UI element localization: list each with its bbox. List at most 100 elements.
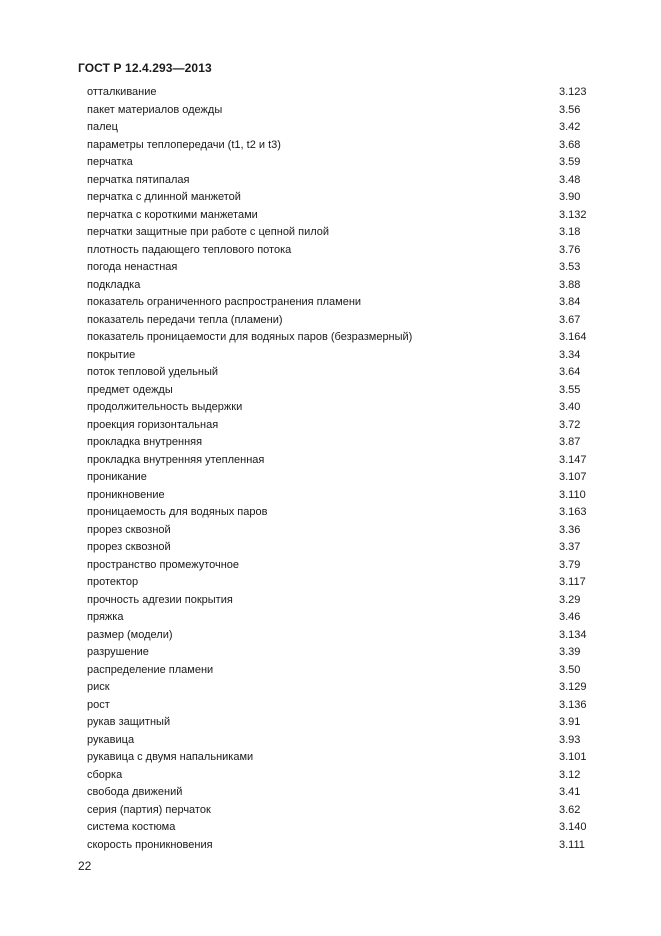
entry-reference: 3.147: [559, 453, 587, 466]
entry-term: проекция горизонтальная: [87, 418, 219, 431]
index-entry: система костюма 3.140: [87, 820, 607, 838]
index-entry: прорез сквозной 3.36: [87, 523, 607, 541]
entry-reference: 3.91: [559, 716, 581, 728]
entry-reference: 3.87: [559, 436, 581, 448]
entry-reference: 3.67: [559, 313, 581, 326]
index-entry: проникновение 3.110: [87, 488, 607, 506]
index-entry: прочность адгезии покрытия 3.29: [87, 593, 607, 611]
entry-reference: 3.88: [559, 278, 581, 291]
entry-reference: 3.79: [559, 558, 581, 571]
entry-term: сборка: [87, 768, 123, 781]
entry-reference: 3.42: [559, 121, 581, 133]
entry-reference: 3.56: [559, 103, 581, 116]
index-entry: поток тепловой удельный 3.64: [87, 365, 607, 383]
entry-term: плотность падающего теплового потока: [87, 243, 292, 256]
index-entry: разрушение 3.39: [87, 645, 607, 663]
entry-term: палец: [87, 121, 118, 133]
index-entry: перчатка с короткими манжетами 3.132: [87, 208, 607, 226]
entry-reference: 3.36: [559, 523, 581, 536]
entry-reference: 3.136: [559, 698, 587, 711]
entry-reference: 3.34: [559, 348, 581, 361]
entry-reference: 3.140: [559, 821, 587, 833]
index-entry: подкладка 3.88: [87, 278, 607, 296]
entry-term: пряжка: [87, 611, 124, 623]
entry-reference: 3.39: [559, 646, 581, 658]
entry-reference: 3.129: [559, 681, 587, 693]
index-entry: перчатка 3.59: [87, 155, 607, 173]
entry-term: проникание: [87, 471, 147, 483]
index-entry: покрытие 3.34: [87, 348, 607, 366]
entry-reference: 3.53: [559, 261, 581, 273]
index-entry: продолжительность выдержки 3.40: [87, 400, 607, 418]
index-entry: показатель передачи тепла (пламени) 3.67: [87, 313, 607, 331]
index-entry: проникание 3.107: [87, 470, 607, 488]
index-entry: прокладка внутренняя 3.87: [87, 435, 607, 453]
entry-reference: 3.101: [559, 751, 587, 763]
index-entry: проекция горизонтальная 3.72: [87, 418, 607, 436]
index-entry: показатель проницаемости для водяных пар…: [87, 330, 607, 348]
entry-term: размер (модели): [87, 628, 173, 641]
entry-term: перчатки защитные при работе с цепной пи…: [87, 226, 330, 238]
entry-term: прорез сквозной: [87, 523, 171, 536]
index-entry: протектор 3.117: [87, 575, 607, 593]
entry-reference: 3.107: [559, 471, 587, 483]
entry-reference: 3.164: [559, 331, 587, 343]
entry-reference: 3.50: [559, 663, 581, 676]
entry-term: погода ненастная: [87, 261, 178, 273]
index-entry: пряжка 3.46: [87, 610, 607, 628]
entry-term: прокладка внутренняя: [87, 436, 203, 448]
index-entry: риск 3.129: [87, 680, 607, 698]
index-entry: размер (модели) 3.134: [87, 628, 607, 646]
index-entry: плотность падающего теплового потока 3.76: [87, 243, 607, 261]
index-entry: серия (партия) перчаток 3.62: [87, 803, 607, 821]
entry-term: протектор: [87, 576, 139, 588]
index-entry: рукавица с двумя напальниками 3.101: [87, 750, 607, 768]
entry-term: подкладка: [87, 278, 141, 291]
entry-term: поток тепловой удельный: [87, 366, 219, 378]
entry-term: отталкивание: [87, 86, 157, 98]
entry-term: проникновение: [87, 488, 165, 501]
entry-reference: 3.163: [559, 506, 587, 518]
entry-term: показатель проницаемости для водяных пар…: [87, 331, 413, 343]
index-entry: перчатки защитные при работе с цепной пи…: [87, 225, 607, 243]
entry-term: параметры теплопередачи (t1, t2 и t3): [87, 138, 281, 151]
index-entry: палец 3.42: [87, 120, 607, 138]
entry-reference: 3.29: [559, 593, 581, 606]
entry-reference: 3.90: [559, 191, 581, 203]
index-entry: прорез сквозной 3.37: [87, 540, 607, 558]
index-entry: отталкивание 3.123: [87, 85, 607, 103]
index-entry: перчатка с длинной манжетой 3.90: [87, 190, 607, 208]
entry-term: показатель ограниченного распространения…: [87, 296, 362, 308]
term-index-list: отталкивание 3.123 пакет материалов одежды…: [87, 85, 607, 855]
entry-term: пакет материалов одежды: [87, 103, 223, 116]
entry-reference: 3.46: [559, 611, 581, 623]
entry-term: перчатка с короткими манжетами: [87, 208, 258, 221]
entry-reference: 3.68: [559, 138, 581, 151]
entry-reference: 3.84: [559, 296, 581, 308]
entry-reference: 3.132: [559, 208, 587, 221]
index-entry: свобода движений 3.41: [87, 785, 607, 803]
entry-reference: 3.76: [559, 243, 581, 256]
entry-term: рукавица: [87, 733, 135, 746]
entry-term: проницаемость для водяных паров: [87, 506, 268, 518]
entry-reference: 3.41: [559, 786, 581, 798]
entry-term: перчатка: [87, 156, 133, 168]
entry-term: покрытие: [87, 348, 136, 361]
index-entry: проницаемость для водяных паров 3.163: [87, 505, 607, 523]
entry-term: риск: [87, 681, 110, 693]
entry-reference: 3.117: [559, 576, 586, 588]
entry-reference: 3.64: [559, 366, 581, 378]
entry-reference: 3.40: [559, 401, 581, 413]
entry-reference: 3.93: [559, 733, 581, 746]
entry-term: прорез сквозной: [87, 541, 171, 553]
entry-term: распределение пламени: [87, 663, 214, 676]
entry-reference: 3.59: [559, 156, 581, 168]
entry-term: разрушение: [87, 646, 149, 658]
entry-term: рост: [87, 698, 110, 711]
index-entry: пространство промежуточное 3.79: [87, 558, 607, 576]
index-entry: предмет одежды 3.55: [87, 383, 607, 401]
entry-reference: 3.72: [559, 418, 581, 431]
entry-reference: 3.123: [559, 86, 587, 98]
index-entry: пакет материалов одежды 3.56: [87, 103, 607, 121]
entry-reference: 3.37: [559, 541, 581, 553]
